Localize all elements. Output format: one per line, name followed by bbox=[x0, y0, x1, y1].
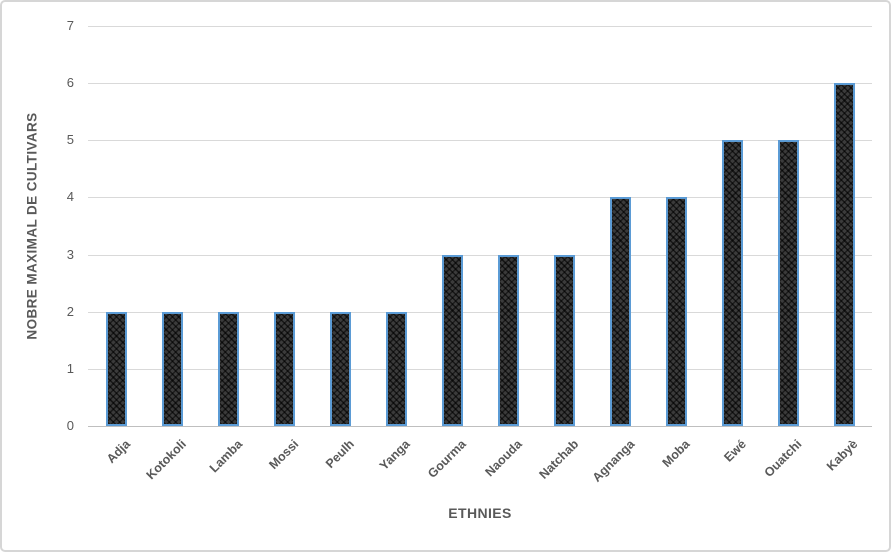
y-tick-label: 3 bbox=[66, 246, 74, 262]
bar-kabyè bbox=[833, 83, 855, 426]
gridline bbox=[88, 83, 872, 85]
bar-kotokoli bbox=[161, 311, 183, 426]
y-tick-label: 2 bbox=[66, 303, 74, 319]
bar-ewé bbox=[721, 140, 743, 426]
bar-adja bbox=[105, 311, 127, 426]
y-tick-label: 5 bbox=[66, 132, 74, 148]
bar-natchab bbox=[553, 254, 575, 426]
gridline bbox=[88, 368, 872, 370]
x-axis-title: ETHNIES bbox=[448, 505, 512, 521]
y-tick-label: 4 bbox=[66, 189, 74, 205]
bar-lamba bbox=[217, 311, 239, 426]
gridline bbox=[88, 140, 872, 142]
x-category-label: Agnanga bbox=[589, 437, 637, 485]
y-axis-title: NOBRE MAXIMAL DE CULTIVARS bbox=[24, 112, 40, 340]
gridline bbox=[88, 311, 872, 313]
bar-agnanga bbox=[609, 197, 631, 426]
bar-moba bbox=[665, 197, 687, 426]
y-tick-label: 0 bbox=[66, 418, 74, 433]
x-category-label: Moba bbox=[659, 437, 693, 470]
gridline bbox=[88, 26, 872, 27]
x-category-label: Ewé bbox=[721, 437, 749, 465]
bar-peulh bbox=[329, 311, 351, 426]
y-tick-label: 6 bbox=[66, 75, 74, 91]
x-category-label: Peulh bbox=[322, 437, 357, 471]
gridline bbox=[88, 197, 872, 199]
bar-mossi bbox=[273, 311, 295, 426]
x-category-label: Ouatchi bbox=[762, 437, 805, 480]
y-tick-label: 1 bbox=[66, 360, 74, 376]
x-category-label: Mossi bbox=[265, 437, 301, 472]
x-category-label: Adja bbox=[103, 437, 133, 467]
x-axis-line bbox=[88, 426, 872, 427]
x-category-label: Yanga bbox=[376, 437, 413, 473]
y-tick-label: 7 bbox=[66, 18, 74, 33]
bar-gourma bbox=[441, 254, 463, 426]
bar-yanga bbox=[385, 311, 407, 426]
gridline bbox=[88, 254, 872, 256]
x-category-label: Kotokoli bbox=[143, 437, 189, 483]
x-category-label: Kabyè bbox=[824, 437, 861, 474]
x-category-label: Naouda bbox=[482, 437, 525, 480]
bar-naouda bbox=[497, 254, 519, 426]
x-category-label: Gourma bbox=[425, 437, 469, 481]
bar-ouatchi bbox=[777, 140, 799, 426]
x-category-label: Natchab bbox=[536, 437, 581, 482]
x-category-label: Lamba bbox=[206, 437, 245, 476]
